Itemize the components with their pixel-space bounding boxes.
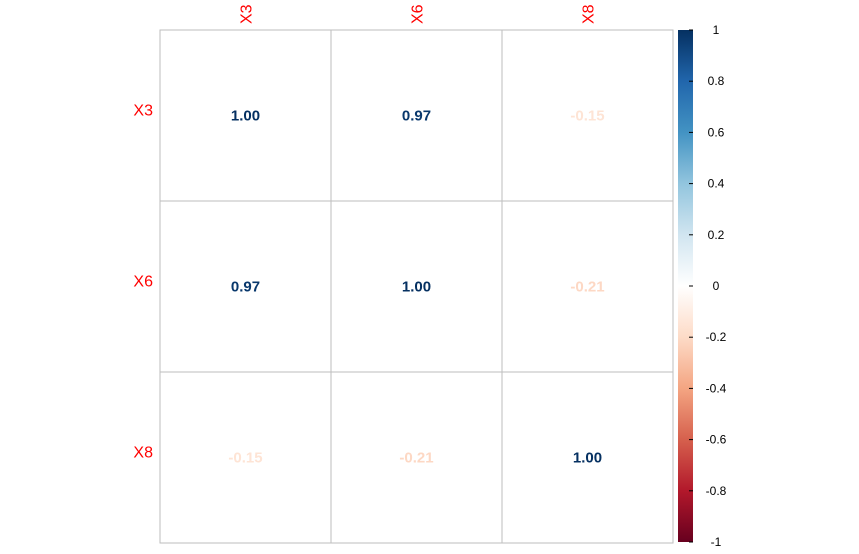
heatmap-cell-X6-X6	[330, 200, 503, 373]
cell-value-X3-X3: 1.00	[231, 108, 260, 125]
colorbar-tick-label: -1	[711, 535, 722, 549]
colorbar-tick-label: 0.8	[708, 74, 725, 88]
row-labels: X3 X6 X8	[133, 103, 153, 462]
colorbar-tick-label: 0.4	[708, 177, 725, 191]
row-label-X8: X8	[133, 445, 153, 462]
heatmap-cells: 1.00 0.97 -0.15 0.97 1.00 -0.21 -0.15 -0.21 1.00	[159, 29, 674, 544]
cell-value-X6-X3: 0.97	[231, 279, 260, 296]
heatmap-cell-X3-X6	[330, 29, 503, 202]
column-label-X3: X3	[239, 4, 256, 24]
cell-value-X8-X6: -0.21	[399, 450, 433, 467]
cell-value-X8-X8: 1.00	[573, 450, 602, 467]
heatmap-cell-X8-X6	[330, 371, 503, 544]
heatmap-cell-X8-X8	[501, 371, 674, 544]
colorbar-gradient	[678, 30, 693, 542]
row-label-X6: X6	[133, 274, 153, 291]
heatmap-cell-X3-X3	[159, 29, 332, 202]
heatmap-cell-X6-X8	[501, 200, 674, 373]
colorbar-ticks: 1 0.8 0.6 0.4 0.2 0 -0.2 -0.4 -0.6 -0.8 -1	[689, 23, 727, 549]
colorbar-tick-label: 1	[713, 23, 720, 37]
column-label-X6: X6	[410, 4, 427, 24]
colorbar-tick-label: -0.6	[706, 433, 727, 447]
colorbar-tick-label: -0.4	[706, 381, 727, 395]
cell-value-X6-X8: -0.21	[570, 279, 604, 296]
column-label-X8: X8	[581, 4, 598, 24]
colorbar-tick-label: 0	[713, 279, 720, 293]
column-labels: X3 X6 X8	[239, 4, 598, 24]
heatmap-cell-X8-X3	[159, 371, 332, 544]
colorbar-tick-label: -0.8	[706, 484, 727, 498]
heatmap-cell-X3-X8	[501, 29, 674, 202]
row-label-X3: X3	[133, 103, 153, 120]
cell-value-X6-X6: 1.00	[402, 279, 431, 296]
heatmap-cell-X6-X3	[159, 200, 332, 373]
colorbar-tick-label: 0.6	[708, 125, 725, 139]
colorbar-tick-label: 0.2	[708, 228, 725, 242]
cell-value-X3-X8: -0.15	[570, 108, 604, 125]
colorbar-tick-label: -0.2	[706, 330, 727, 344]
colorbar: 1 0.8 0.6 0.4 0.2 0 -0.2 -0.4 -0.6 -0.8 -1	[678, 23, 727, 549]
cell-value-X3-X6: 0.97	[402, 108, 431, 125]
cell-value-X8-X3: -0.15	[228, 450, 262, 467]
